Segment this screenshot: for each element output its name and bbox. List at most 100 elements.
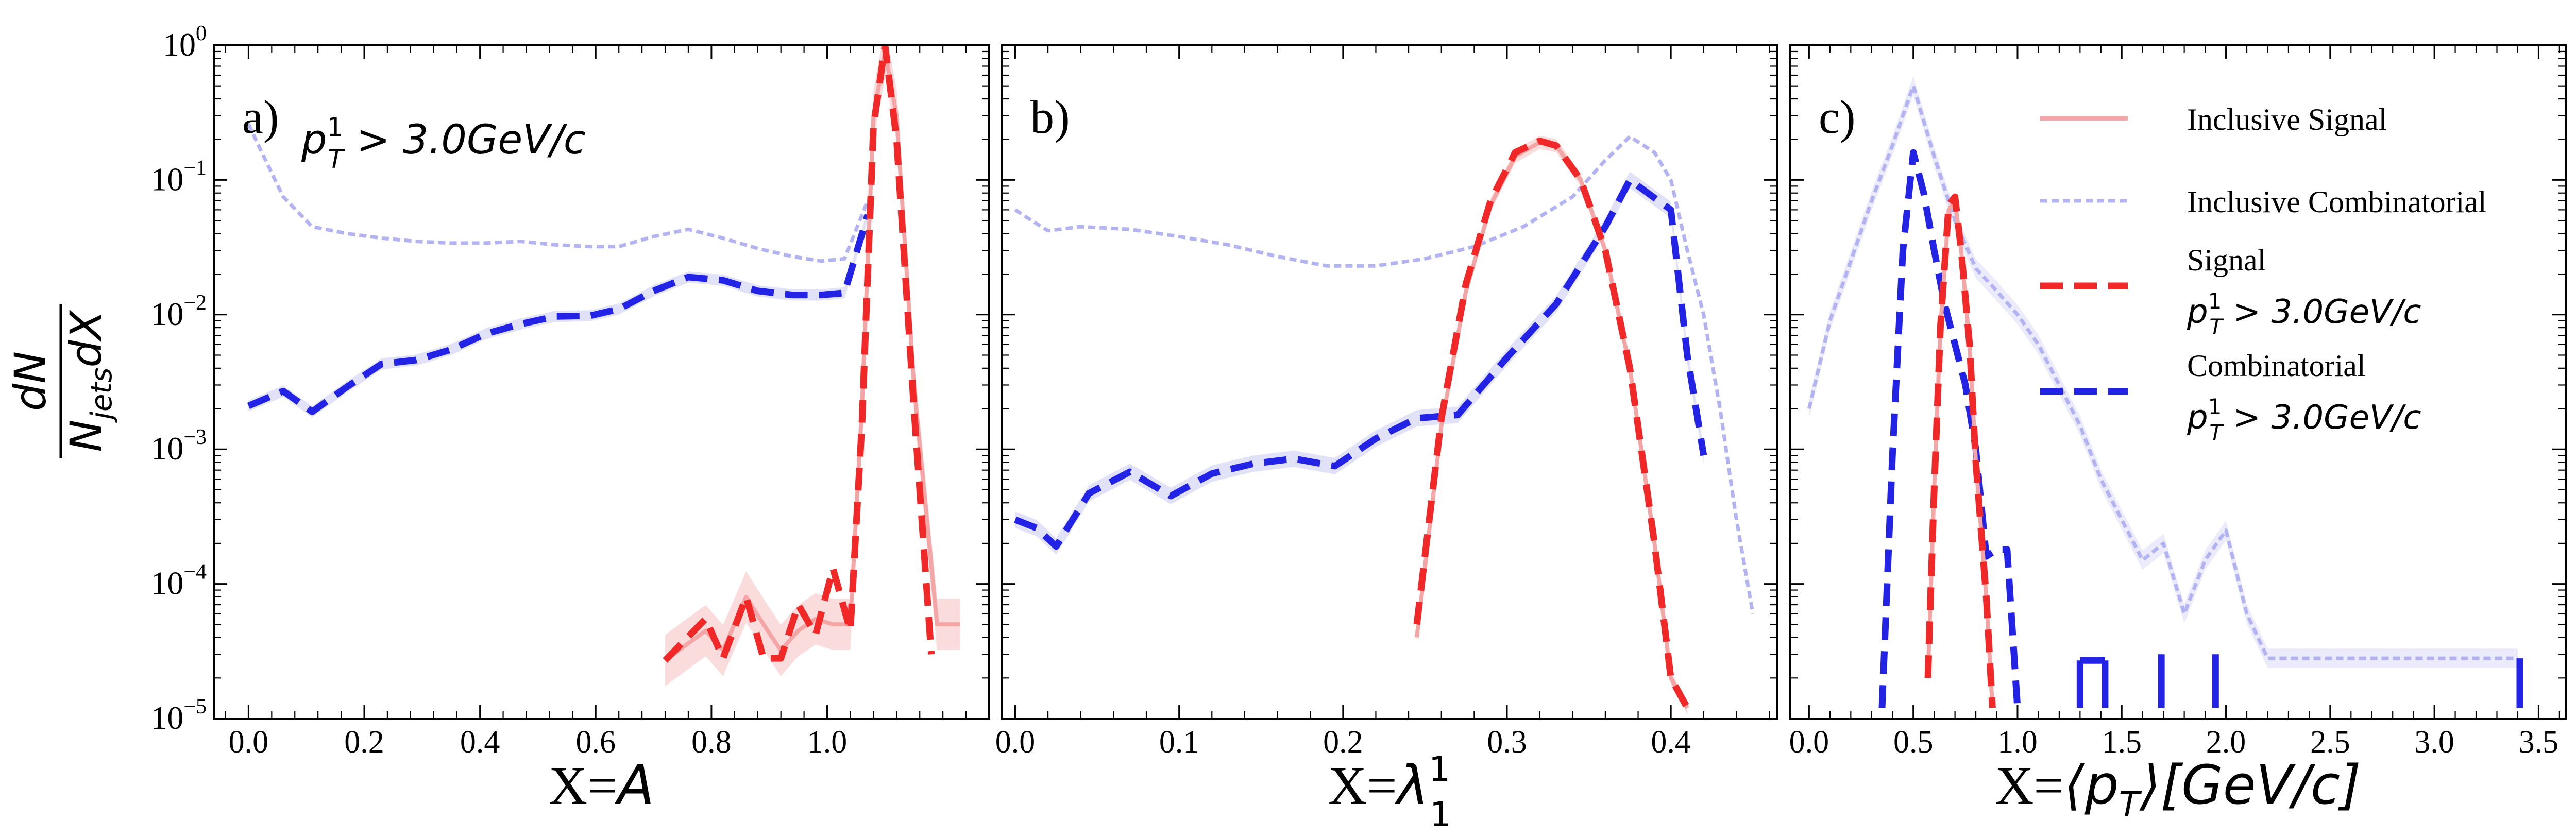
legend-label-signal-cut: Signal <box>2187 243 2266 277</box>
band-inclusive-signal-b <box>1417 135 1687 715</box>
cut-label-tail: > 3.0GeV/c <box>344 117 586 163</box>
y-tick-label-base: 10 <box>150 430 183 467</box>
x-tick-label: 0.0 <box>229 725 269 760</box>
line-signal-cut-b <box>1413 138 1690 710</box>
x-tick-label: 0.4 <box>1651 725 1691 760</box>
x-axis-label-a: X=A <box>549 754 654 816</box>
y-tick-label-exp: −2 <box>183 291 207 315</box>
line-inclusive-combinatorial-c <box>1807 84 2518 660</box>
y-tick-label-base: 10 <box>163 26 196 63</box>
y-tick-label-exp: −1 <box>183 156 207 180</box>
line-comb-cut-b <box>1014 176 1707 550</box>
x-tick-label: 1.0 <box>807 725 848 760</box>
axes-frame-c <box>1789 44 2567 720</box>
x-tick-label: 0.8 <box>691 725 732 760</box>
legend: Inclusive Signal Inclusive Combinatorial S… <box>2040 103 2487 445</box>
x-axis-label-tail: ⟩[GeV/c] <box>2139 754 2361 816</box>
y-label-denominator: NjetsdX <box>61 309 118 452</box>
y-tick-label-base: 10 <box>150 699 183 736</box>
x-tick-label: 2.5 <box>2310 725 2350 760</box>
y-label-numerator: dN <box>5 351 56 411</box>
line-inclusive-combinatorial-a <box>247 123 870 263</box>
x-axis-label-c: X=⟨pT⟩[GeV/c] <box>1995 754 2361 824</box>
x-axis-label-symbol: ⟨p <box>2064 754 2119 816</box>
y-tick-label: 10−4 <box>150 560 207 602</box>
legend-cut-sup: 1 <box>2208 394 2222 419</box>
x-tick-label: 1.0 <box>1997 725 2038 760</box>
x-tick-label: 0.1 <box>1159 725 1199 760</box>
axes-frame-a <box>213 44 990 720</box>
band-inclusive-signal-a <box>665 45 960 686</box>
x-tick-label: 0.0 <box>1789 725 1829 760</box>
legend-cut-sub: T <box>2209 314 2224 339</box>
line-signal-cut-a <box>663 45 935 663</box>
legend-cut-label-comb-cut: p1 T > 3.0GeV/c <box>2187 394 2421 445</box>
band-inclusive-combinatorial-c <box>1809 76 2518 668</box>
cut-label-main: p <box>301 117 327 163</box>
legend-cut-tail: > 3.0GeV/c <box>2223 293 2421 331</box>
line-inclusive-signal-a <box>664 49 960 662</box>
legend-cut-tail: > 3.0GeV/c <box>2223 399 2421 437</box>
legend-label-inclusive-combinatorial: Inclusive Combinatorial <box>2187 185 2487 219</box>
plot-area-c <box>1807 76 2523 715</box>
x-tick-label: 2.0 <box>2206 725 2246 760</box>
legend-cut-sub: T <box>2209 420 2224 445</box>
x-tick-label: 3.5 <box>2519 725 2559 760</box>
legend-label-inclusive-signal: Inclusive Signal <box>2187 103 2387 136</box>
panel-b: 0.0 0.1 0.2 0.3 0.4 b) X=λ1 1 <box>995 44 1778 834</box>
y-tick-label-base: 10 <box>150 565 183 602</box>
x-axis-label-prefix: X= <box>1328 756 1397 815</box>
x-tick-label: 0.3 <box>1487 725 1527 760</box>
panel-label-c: c) <box>1819 91 1855 143</box>
y-tick-label: 10−3 <box>150 425 207 467</box>
x-axis-label-sup: 1 <box>1429 749 1450 789</box>
x-tick-label: 0.2 <box>1323 725 1363 760</box>
y-tick-label-exp: 0 <box>196 22 207 45</box>
line-inclusive-combinatorial-b <box>1014 134 1755 614</box>
y-tick-label-exp: −4 <box>183 560 207 584</box>
panel-c: 0.0 0.5 1.0 1.5 2.0 2.5 3.0 3.5c)X=⟨pT⟩[GeV/c] <box>1789 44 2567 824</box>
line-comb-cut-a <box>247 214 871 415</box>
y-tick-label: 10−1 <box>150 156 207 197</box>
legend-cut-sup: 1 <box>2208 288 2222 314</box>
y-tick-label: 10−2 <box>150 291 207 332</box>
x-axis-label-prefix: X= <box>1995 756 2064 815</box>
line-signal-cut-c <box>1924 193 1996 708</box>
y-tick-label-base: 10 <box>150 161 183 197</box>
y-tick-label-exp: −3 <box>183 425 207 449</box>
plot-area-b <box>1014 134 1755 715</box>
cut-label-sup: 1 <box>327 112 344 142</box>
panel-label-b: b) <box>1030 91 1070 143</box>
legend-cut-main: p <box>2187 399 2208 437</box>
cut-label: p1 T > 3.0GeV/c <box>301 112 586 174</box>
axes-frame-b <box>1001 44 1778 720</box>
x-axis-label-symbol: λ <box>1395 754 1429 816</box>
y-label-den-sub: jets <box>85 367 118 423</box>
y-label-den-tail: dX <box>61 309 111 367</box>
cut-label-sub: T <box>328 144 345 174</box>
x-axis-label-b: X=λ1 1 <box>1328 749 1451 834</box>
x-axis-label-symbol: A <box>615 754 654 816</box>
x-axis-label-sub: 1 <box>1430 795 1451 834</box>
line-comb-cut-c <box>1878 149 2021 708</box>
y-tick-label-base: 10 <box>150 296 183 332</box>
x-tick-label: 0.5 <box>1893 725 1934 760</box>
x-tick-label: 0.6 <box>576 725 616 760</box>
x-tick-label: 3.0 <box>2414 725 2454 760</box>
x-axis-label-prefix: X= <box>549 756 618 815</box>
x-tick-label: 1.5 <box>2102 725 2142 760</box>
y-tick-label-exp: −5 <box>183 695 207 719</box>
line-inclusive-signal-b <box>1415 140 1689 709</box>
y-tick-label: 10−5 <box>150 695 207 736</box>
legend-cut-label-signal-cut: p1 T > 3.0GeV/c <box>2187 288 2421 339</box>
y-label-den-main: N <box>61 420 111 452</box>
y-tick-label: 100 <box>163 22 207 63</box>
plot-area-a <box>247 45 960 686</box>
legend-label-comb-cut: Combinatorial <box>2187 349 2366 383</box>
x-tick-label: 0.0 <box>995 725 1036 760</box>
x-tick-label: 0.2 <box>344 725 384 760</box>
x-tick-label: 0.4 <box>460 725 500 760</box>
